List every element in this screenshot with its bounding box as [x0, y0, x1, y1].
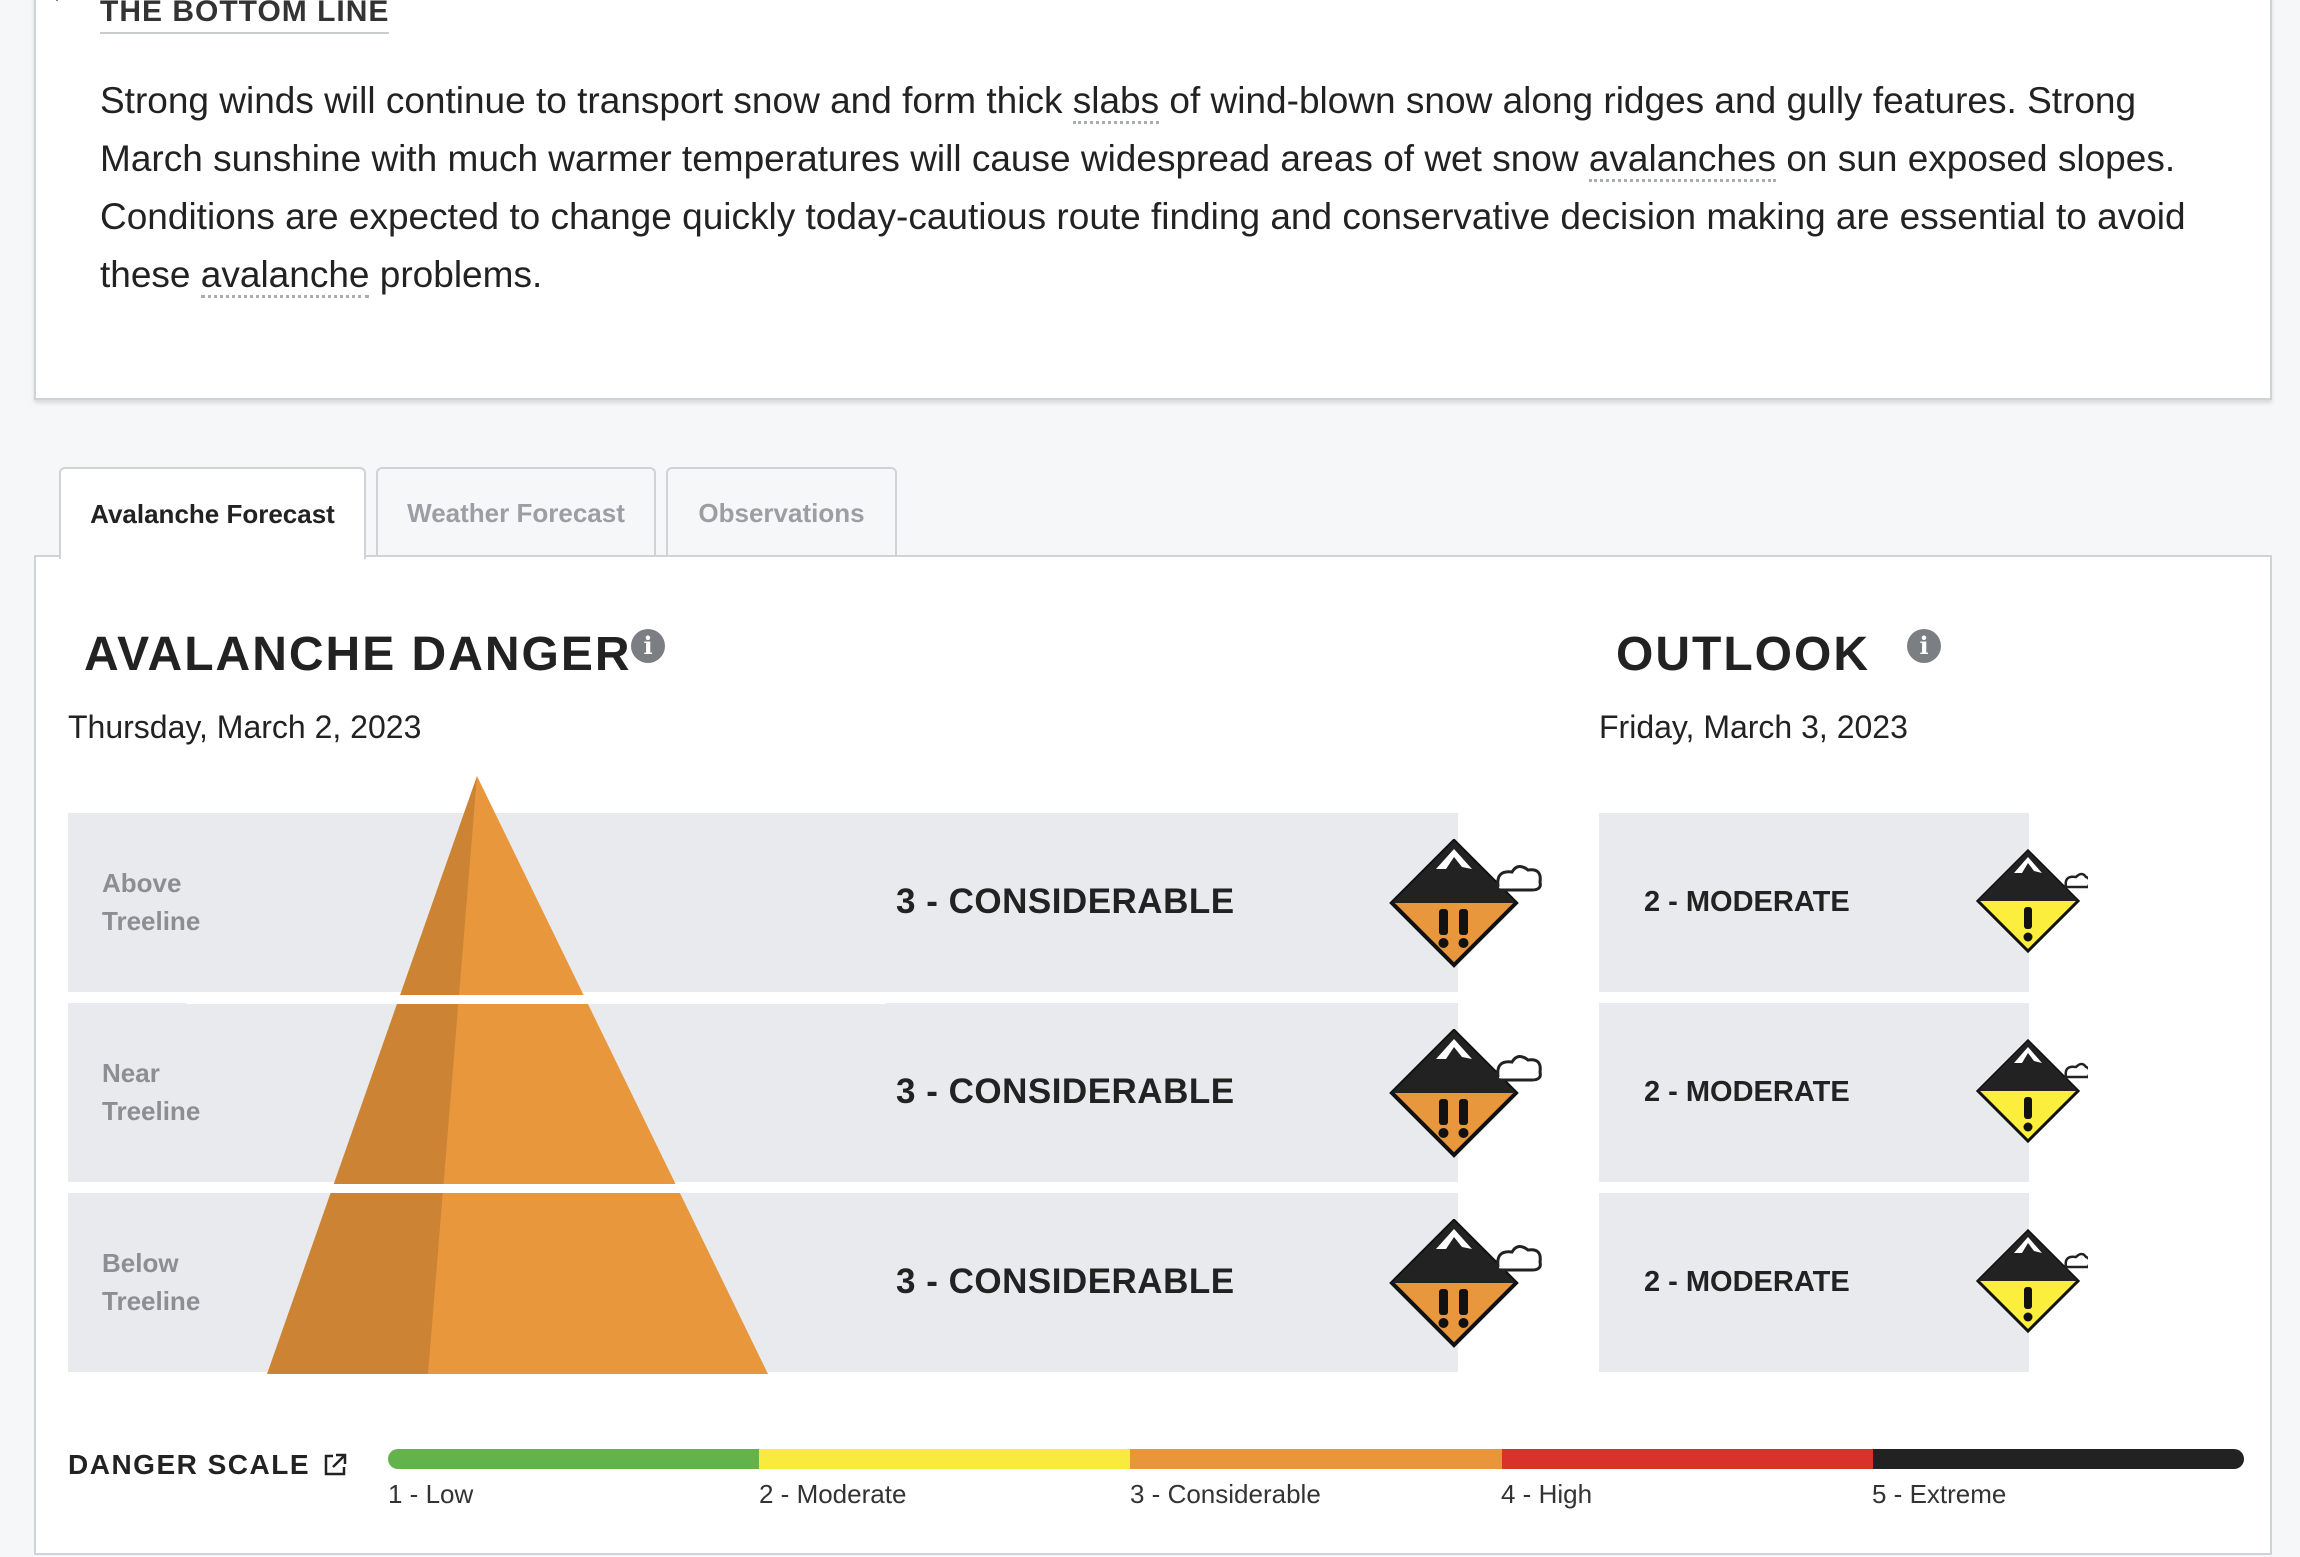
- elevation-pyramid: [186, 776, 886, 1374]
- considerable-danger-icon: [1389, 1029, 1542, 1158]
- rating-below-treeline: 3 - CONSIDERABLE: [896, 1262, 1235, 1301]
- danger-scale-segment-considerable: [1130, 1449, 1502, 1469]
- danger-scale-segment-low: [388, 1449, 760, 1469]
- row-label-line: Below: [102, 1248, 179, 1278]
- outlook-row-above-treeline: [1599, 813, 2029, 992]
- row-label-line: Above: [102, 868, 182, 898]
- outlook-rating-above-treeline: 2 - MODERATE: [1644, 886, 1850, 918]
- moderate-danger-icon: [1975, 1039, 2088, 1144]
- rating-above-treeline: 3 - CONSIDERABLE: [896, 882, 1235, 921]
- danger-scale-segment-high: [1501, 1449, 1873, 1469]
- bottom-line-text-part: problems.: [369, 254, 543, 295]
- chevron-down-icon[interactable]: [44, 0, 70, 12]
- considerable-danger-icon: [1389, 839, 1542, 968]
- moderate-danger-icon: [1975, 1229, 2088, 1334]
- danger-scale-label-considerable: 3 - Considerable: [1130, 1479, 1321, 1509]
- danger-scale-label-moderate: 2 - Moderate: [759, 1479, 907, 1509]
- glossary-link-avalanche[interactable]: avalanche: [200, 254, 370, 298]
- external-link-icon: [324, 1453, 347, 1476]
- rating-near-treeline: 3 - CONSIDERABLE: [896, 1072, 1235, 1111]
- tab-observations[interactable]: Observations: [666, 467, 897, 557]
- danger-scale-label-high: 4 - High: [1501, 1479, 1593, 1509]
- danger-scale-link[interactable]: DANGER SCALE: [68, 1449, 348, 1481]
- tab-avalanche-forecast[interactable]: Avalanche Forecast: [59, 467, 366, 559]
- pyramid-shadow: [267, 776, 477, 1374]
- danger-scale-bar: [388, 1449, 2244, 1469]
- danger-scale-segment-extreme: [1872, 1449, 2244, 1469]
- danger-row-above-treeline: [68, 813, 1458, 992]
- danger-scale-label-low: 1 - Low: [388, 1479, 474, 1509]
- outlook-date: Friday, March 3, 2023: [1599, 709, 1908, 745]
- moderate-danger-icon: [1975, 849, 2088, 954]
- row-label-above-treeline: Above Treeline: [102, 864, 200, 940]
- considerable-danger-icon: [1389, 1219, 1542, 1348]
- row-label-line: Treeline: [102, 906, 201, 936]
- bottom-line-heading: THE BOTTOM LINE: [100, 0, 390, 34]
- glossary-link-avalanches[interactable]: avalanches: [1588, 138, 1777, 182]
- outlook-row-below-treeline: [1599, 1193, 2029, 1372]
- danger-row-near-treeline: [68, 1003, 1458, 1182]
- avalanche-forecast-panel: AVALANCHE DANGER i Thursday, March 2, 20…: [34, 555, 2272, 1555]
- pyramid-shape: [267, 776, 768, 1374]
- outlook-rating-near-treeline: 2 - MODERATE: [1644, 1076, 1850, 1108]
- pyramid-gap: [186, 1184, 886, 1193]
- row-label-line: Treeline: [102, 1286, 201, 1316]
- bottom-line-text-part: of wind-blown snow along ridges and gull…: [100, 80, 2137, 179]
- row-label-near-treeline: Near Treeline: [102, 1054, 200, 1130]
- bottom-line-text-part: on sun exposed slopes. Conditions are ex…: [100, 138, 2186, 295]
- outlook-row-near-treeline: [1599, 1003, 2029, 1182]
- outlook-title: OUTLOOK: [1616, 628, 1870, 681]
- danger-scale-segment-moderate: [759, 1449, 1131, 1469]
- danger-info-icon[interactable]: i: [631, 629, 665, 663]
- bottom-line-card: [34, 0, 2272, 400]
- danger-date: Thursday, March 2, 2023: [68, 709, 422, 745]
- tab-weather-forecast[interactable]: Weather Forecast: [376, 467, 656, 557]
- row-label-below-treeline: Below Treeline: [102, 1244, 200, 1320]
- danger-scale-label-extreme: 5 - Extreme: [1872, 1479, 2007, 1509]
- row-label-line: Near: [102, 1058, 160, 1088]
- danger-title: AVALANCHE DANGER: [84, 628, 632, 681]
- danger-scale-title: DANGER SCALE: [68, 1449, 311, 1480]
- bottom-line-text: Strong winds will continue to transport …: [100, 72, 2230, 304]
- row-label-line: Treeline: [102, 1096, 201, 1126]
- outlook-info-icon[interactable]: i: [1907, 629, 1941, 663]
- pyramid-gap: [186, 995, 886, 1004]
- glossary-link-slabs[interactable]: slabs: [1072, 80, 1160, 124]
- bottom-line-text-part: Strong winds will continue to transport …: [100, 80, 1073, 121]
- outlook-rating-below-treeline: 2 - MODERATE: [1644, 1266, 1850, 1298]
